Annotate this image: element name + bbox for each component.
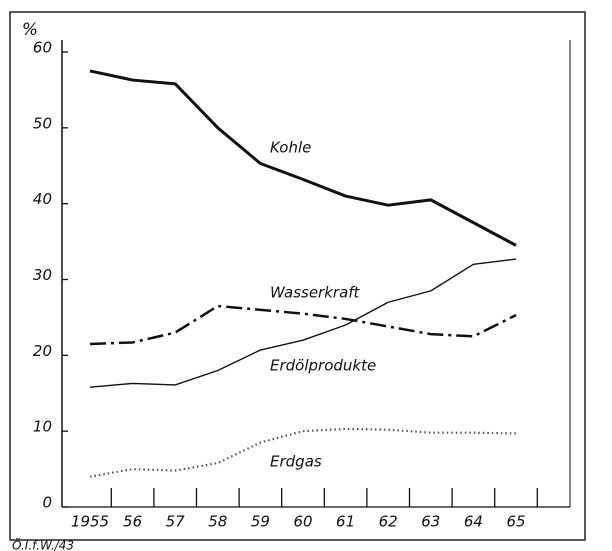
y-tick-label: 20 [33,342,52,360]
series-label: Erdgas [270,453,322,471]
x-tick-label: 56 [123,513,142,531]
y-tick-label: 10 [33,418,52,436]
series-line [89,69,517,247]
series-line [89,304,517,346]
x-tick-label: 63 [421,513,440,531]
series-label: Erdölprodukte [270,357,376,375]
series-label: Kohle [270,139,311,157]
series-line [89,427,517,478]
y-tick-label: 0 [42,494,52,512]
x-tick-label: 59 [251,513,270,531]
x-tick-label: 1955 [71,513,109,531]
series-line [89,258,517,388]
y-tick-label: 60 [33,39,52,57]
frame [9,11,586,541]
x-tick-label: 64 [464,513,483,531]
x-tick-label: 61 [336,513,355,531]
x-tick-label: 58 [208,513,227,531]
series-label: Wasserkraft [270,284,361,302]
y-axis-label: % [22,20,38,40]
y-tick-label: 50 [33,114,52,132]
x-tick-label: 57 [166,513,186,531]
y-tick-label: 40 [33,190,52,208]
x-tick-label: 62 [379,513,398,531]
source: Ö.I.f.W./43 [12,537,74,551]
y-tick-label: 30 [33,266,52,284]
x-tick-label: 60 [293,513,312,531]
x-tick-label: 65 [506,513,525,531]
